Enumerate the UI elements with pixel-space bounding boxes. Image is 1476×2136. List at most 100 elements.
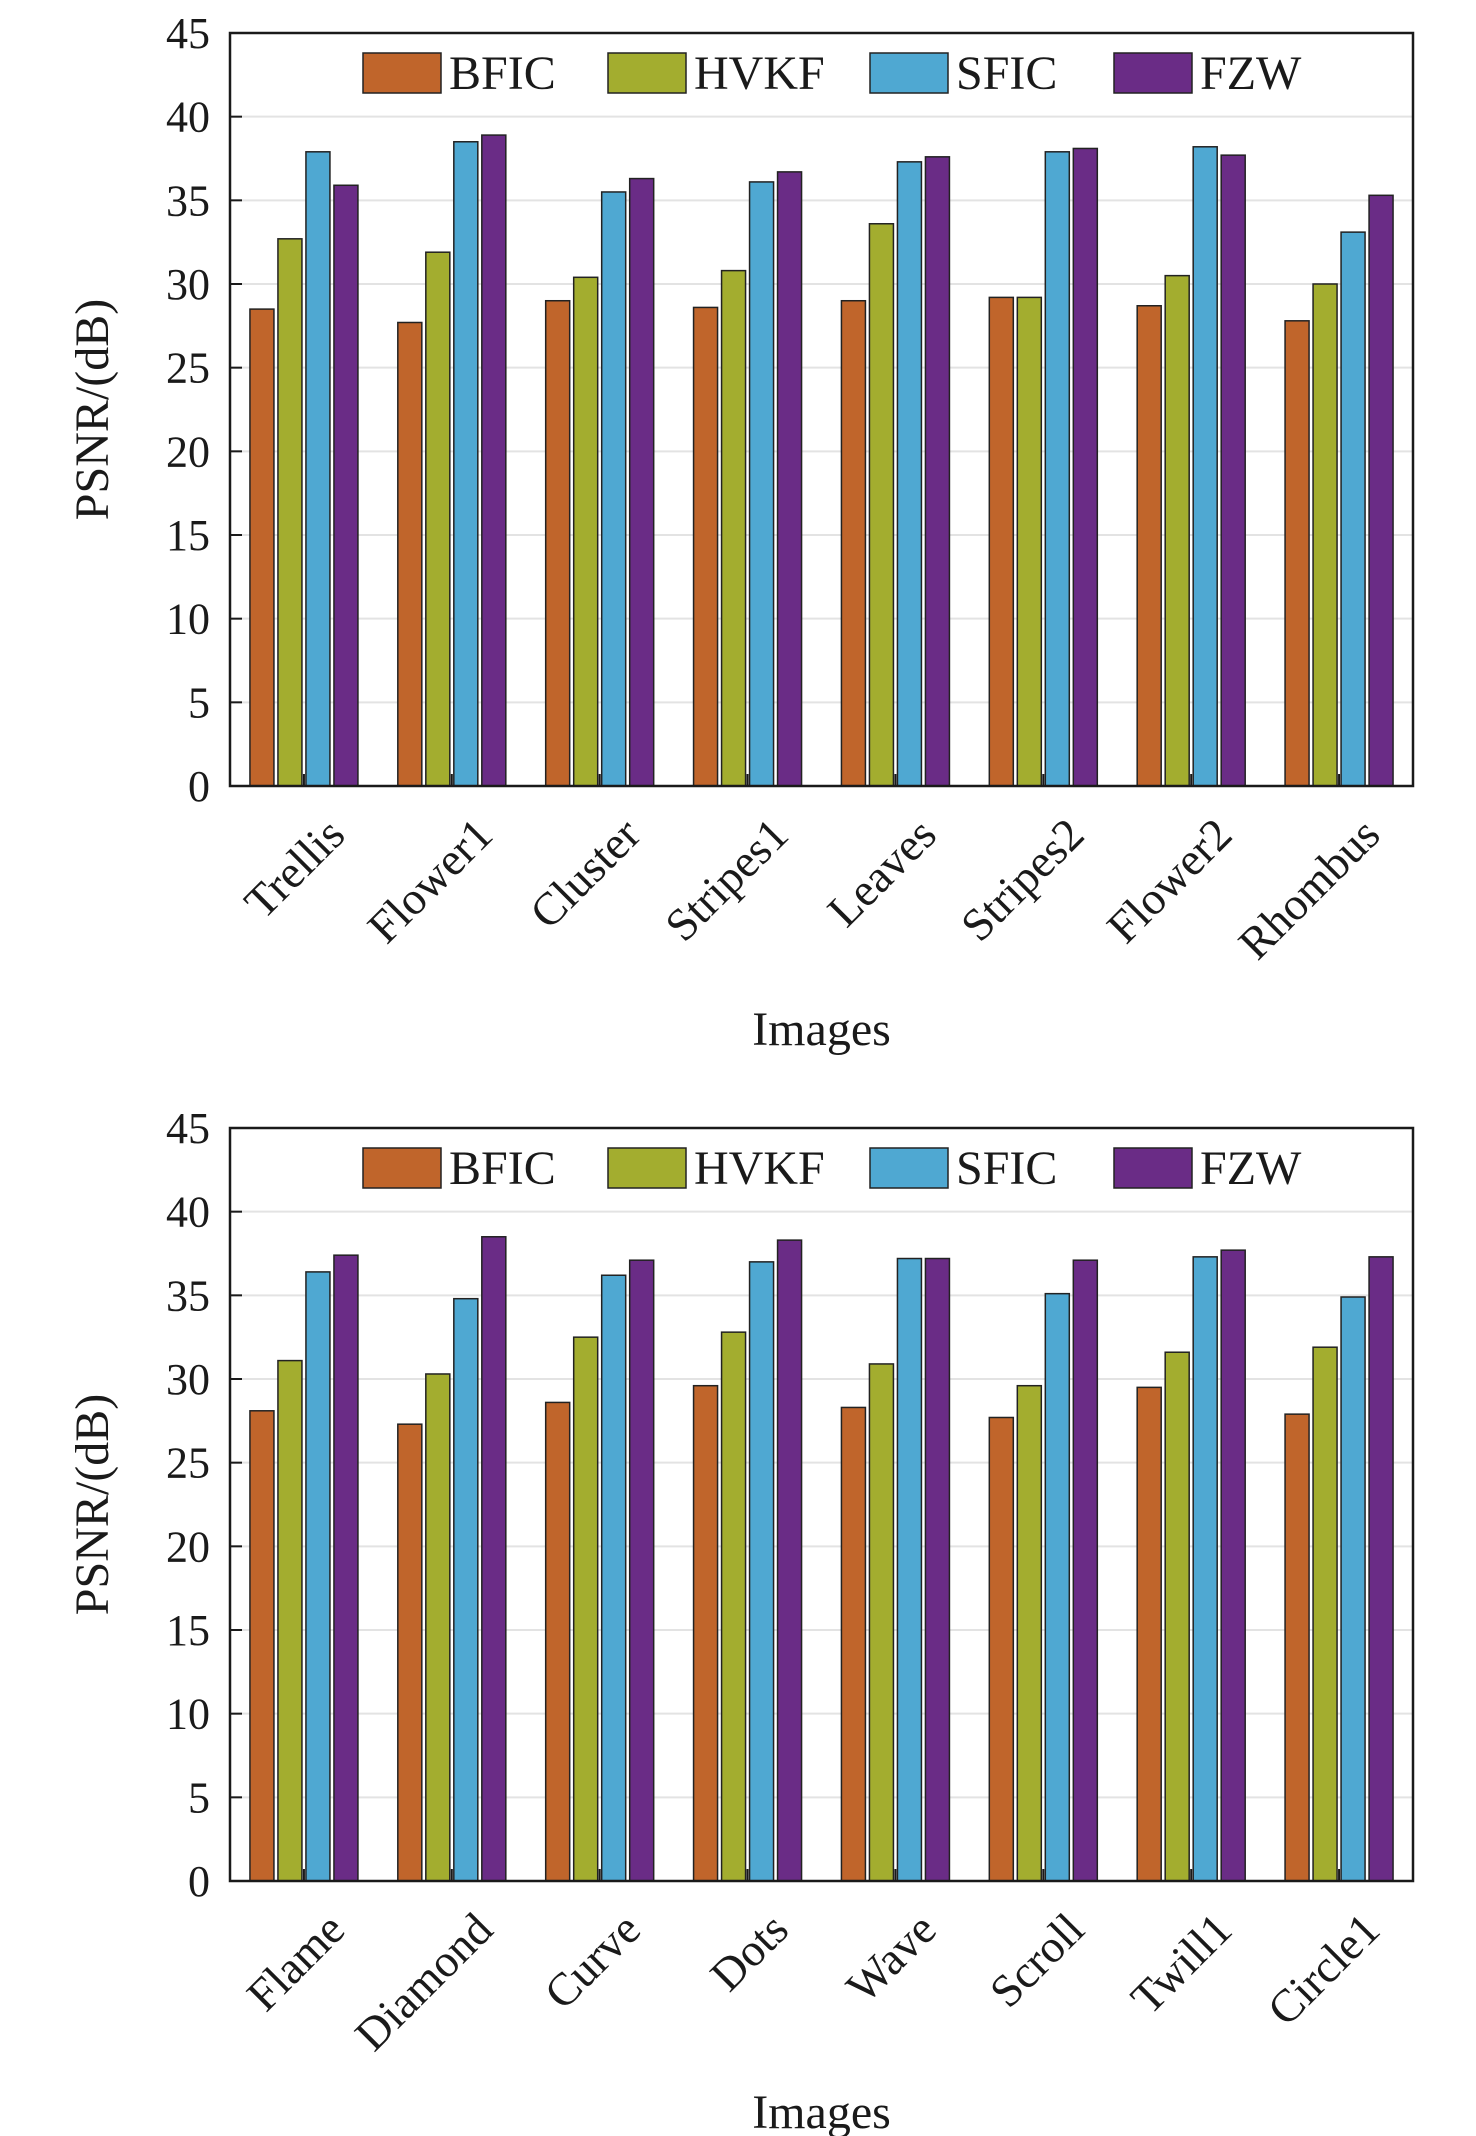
legend-label: HVKF [694,1142,825,1195]
bar-sfic-scroll [1044,1292,1071,1882]
x-tick-label: Curve [534,1903,650,2019]
x-tick-label: Flame [237,1903,354,2020]
legend-swatch [869,52,949,94]
y-tick-label: 40 [166,93,210,142]
bar-sfic-wave [896,1257,923,1882]
legend-item-bfic: BFIC [362,47,556,100]
legend-item-sfic: SFIC [869,1142,1057,1195]
x-tick-label: Flower1 [358,808,502,952]
legend-item-fzw: FZW [1113,47,1302,100]
legend-item-bfic: BFIC [362,1142,556,1195]
bar-bfic-flower2 [1136,305,1162,787]
bar-bfic-rhombus [1284,320,1310,787]
bar-fzw-curve [628,1259,655,1882]
x-tick-label: Stripes2 [951,808,1094,951]
bar-bfic-stripes1 [692,306,719,787]
y-tick-label: 25 [166,1439,210,1488]
y-tick-label: 0 [188,762,210,811]
legend-swatch [607,1147,687,1189]
bar-sfic-twill1 [1192,1256,1218,1882]
bar-fzw-rhombus [1368,194,1394,787]
bar-bfic-trellis [249,308,275,787]
x-axis-label: Images [752,2086,891,2136]
bar-fzw-scroll [1072,1259,1099,1882]
legend-item-fzw: FZW [1113,1142,1302,1195]
legend-label: FZW [1200,47,1302,100]
bar-hvkf-twill1 [1164,1351,1190,1882]
y-tick-label: 15 [166,1606,210,1655]
x-tick-label: Twill1 [1121,1903,1242,2024]
bar-sfic-trellis [305,151,331,787]
x-tick-label: Leaves [818,808,946,936]
bar-hvkf-wave [868,1363,895,1882]
bar-bfic-cluster [544,299,571,787]
y-tick-label: 0 [188,1857,210,1906]
legend-label: BFIC [449,1142,556,1195]
y-tick-label: 25 [166,344,210,393]
x-tick-label: Scroll [980,1903,1094,2017]
legend-label: FZW [1200,1142,1302,1195]
bar-bfic-wave [840,1406,867,1882]
plot-frame [228,31,1415,788]
x-axis-label: Images [752,1003,891,1056]
bar-fzw-leaves [924,156,951,787]
y-tick-label: 35 [166,1271,210,1320]
x-tick-label: Dots [700,1903,798,2001]
bar-sfic-stripes2 [1044,151,1071,787]
bar-fzw-trellis [333,184,359,787]
y-tick-label: 30 [166,260,210,309]
bar-hvkf-circle1 [1312,1346,1338,1882]
legend-item-hvkf: HVKF [607,1142,825,1195]
y-tick-label: 30 [166,1355,210,1404]
y-tick-label: 5 [188,678,210,727]
bar-hvkf-curve [572,1336,599,1882]
bar-sfic-dots [748,1261,775,1882]
legend-label: SFIC [956,47,1057,100]
x-tick-label: Circle1 [1258,1903,1390,2035]
bar-hvkf-flower1 [425,251,451,787]
legend-swatch [362,52,442,94]
bar-fzw-cluster [628,177,655,787]
legend-label: HVKF [694,47,825,100]
x-tick-label: Stripes1 [655,808,798,951]
bar-fzw-flower2 [1220,154,1246,787]
bar-fzw-flower1 [481,134,507,787]
x-tick-label: Cluster [520,808,650,938]
bar-bfic-circle1 [1284,1413,1310,1882]
x-tick-label: Trellis [234,808,354,928]
bar-bfic-scroll [988,1416,1015,1882]
bar-sfic-curve [600,1274,627,1882]
legend-swatch [362,1147,442,1189]
bar-hvkf-scroll [1016,1384,1043,1882]
bar-sfic-rhombus [1340,231,1366,787]
legend-item-hvkf: HVKF [607,47,825,100]
y-axis-label: PSNR/(dB) [66,1394,119,1615]
y-axis-label: PSNR/(dB) [66,299,119,520]
plot-frame [228,1126,1415,1883]
bar-sfic-diamond [453,1297,479,1882]
y-tick-label: 20 [166,427,210,476]
bar-bfic-curve [544,1401,571,1882]
bar-hvkf-stripes1 [720,269,747,787]
legend-label: BFIC [449,47,556,100]
x-tick-label: Flower2 [1097,808,1241,952]
legend-swatch [869,1147,949,1189]
bar-fzw-stripes1 [776,171,803,787]
legend-label: SFIC [956,1142,1057,1195]
bar-hvkf-dots [720,1331,747,1882]
x-tick-label: Rhombus [1229,808,1390,969]
bar-sfic-stripes1 [748,181,775,787]
y-tick-label: 40 [166,1188,210,1237]
x-tick-label: Wave [836,1903,945,2012]
y-tick-label: 45 [166,9,210,58]
legend-swatch [607,52,687,94]
legend-swatch [1113,1147,1193,1189]
bar-fzw-twill1 [1220,1249,1246,1882]
bar-hvkf-cluster [572,276,599,787]
y-tick-label: 20 [166,1522,210,1571]
y-tick-label: 45 [166,1104,210,1153]
bar-hvkf-diamond [425,1373,451,1882]
bar-hvkf-trellis [277,238,303,787]
